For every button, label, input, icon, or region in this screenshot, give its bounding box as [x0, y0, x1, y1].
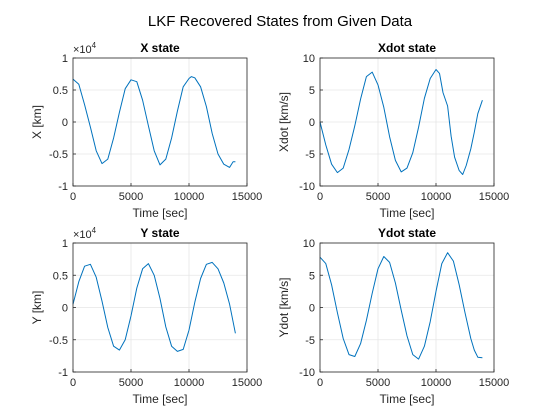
x-tick-label: 15000 — [479, 377, 510, 389]
y-axis-label: X [km] — [30, 105, 44, 139]
y-tick-label: 0 — [62, 303, 68, 315]
y-tick-label: 0 — [309, 117, 315, 129]
series-line-1 — [319, 69, 483, 175]
y-tick-label: 1 — [62, 53, 68, 65]
y-tick-label: 1 — [62, 238, 68, 250]
x-tick-label: 5000 — [119, 191, 143, 203]
x-tick-label: 5000 — [366, 191, 390, 203]
x-axis-label: Time [sec] — [133, 392, 188, 406]
x-axis-label: Time [sec] — [380, 392, 435, 406]
series-line-1 — [72, 261, 236, 352]
x-tick-label: 10000 — [174, 377, 205, 389]
subplot-3: 0 5000 10000 15000 -1 -0.5 0 0.5 1 Y state Time [s… — [30, 226, 262, 406]
y-tick-label: -10 — [299, 367, 315, 379]
x-tick-label: 5000 — [366, 377, 390, 389]
y-tick-label: -5 — [305, 335, 315, 347]
y-exponent-label: ×104 — [73, 41, 97, 56]
y-tick-label: 10 — [303, 53, 315, 65]
y-axis-label: Y [km] — [30, 291, 44, 325]
y-tick-label: 5 — [309, 85, 315, 97]
y-axis-label: Xdot [km/s] — [277, 92, 291, 152]
subplot-title: X state — [140, 41, 180, 55]
x-axis-label: Time [sec] — [133, 206, 188, 220]
y-tick-label: 0.5 — [53, 85, 68, 97]
y-tick-label: 5 — [309, 270, 315, 282]
x-tick-label: 10000 — [421, 377, 452, 389]
x-tick-label: 15000 — [479, 191, 510, 203]
y-tick-label: -0.5 — [49, 335, 68, 347]
y-tick-label: 10 — [303, 238, 315, 250]
x-tick-label: 15000 — [232, 191, 263, 203]
subplot-title: Ydot state — [378, 226, 436, 240]
y-tick-label: 0 — [62, 117, 68, 129]
x-axis-label: Time [sec] — [380, 206, 435, 220]
x-tick-label: 0 — [70, 377, 76, 389]
subplot-title: Y state — [140, 226, 179, 240]
x-tick-label: 10000 — [174, 191, 205, 203]
x-tick-label: 15000 — [232, 377, 263, 389]
y-exponent-label: ×104 — [73, 226, 97, 241]
y-tick-label: -10 — [299, 181, 315, 193]
series-line-1 — [319, 252, 483, 360]
x-tick-label: 0 — [317, 191, 323, 203]
y-tick-label: 0 — [309, 303, 315, 315]
y-tick-label: -1 — [58, 181, 68, 193]
x-tick-label: 0 — [70, 191, 76, 203]
subplot-2: 0 5000 10000 15000 -10 -5 0 5 10 Xdot state Time [… — [277, 41, 509, 220]
series-line-1 — [72, 76, 236, 168]
y-axis-label: Ydot [km/s] — [277, 277, 291, 337]
figure-title: LKF Recovered States from Given Data — [148, 13, 413, 30]
subplot-1: 0 5000 10000 15000 -1 -0.5 0 0.5 1 X state Time [s… — [30, 41, 262, 220]
y-tick-label: 0.5 — [53, 270, 68, 282]
subplot-title: Xdot state — [378, 41, 436, 55]
x-tick-label: 5000 — [119, 377, 143, 389]
subplot-4: 0 5000 10000 15000 -10 -5 0 5 10 Ydot state Time [… — [277, 226, 509, 406]
x-tick-label: 10000 — [421, 191, 452, 203]
y-tick-label: -1 — [58, 367, 68, 379]
x-tick-label: 0 — [317, 377, 323, 389]
y-tick-label: -0.5 — [49, 149, 68, 161]
y-tick-label: -5 — [305, 149, 315, 161]
